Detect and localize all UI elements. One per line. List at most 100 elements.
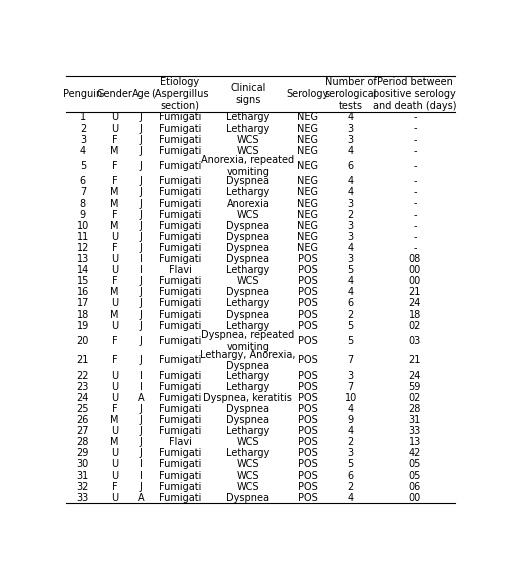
Text: J: J (139, 336, 142, 346)
Text: Serology: Serology (286, 89, 328, 99)
Text: M: M (110, 146, 119, 156)
Text: 31: 31 (77, 470, 89, 481)
Text: Number of
serological
tests: Number of serological tests (324, 77, 376, 111)
Text: J: J (139, 146, 142, 156)
Text: POS: POS (297, 356, 317, 365)
Text: NEG: NEG (296, 232, 318, 242)
Text: Fumigati: Fumigati (159, 232, 200, 242)
Text: POS: POS (297, 404, 317, 414)
Text: J: J (139, 287, 142, 297)
Text: Dyspnea: Dyspnea (226, 176, 269, 186)
Text: POS: POS (297, 470, 317, 481)
Text: F: F (112, 161, 117, 171)
Text: U: U (111, 460, 118, 470)
Text: Lethargy: Lethargy (226, 187, 269, 198)
Text: -: - (412, 135, 416, 145)
Text: 18: 18 (408, 310, 420, 320)
Text: Fumigati: Fumigati (159, 470, 200, 481)
Text: U: U (111, 448, 118, 458)
Text: NEG: NEG (296, 135, 318, 145)
Text: 4: 4 (347, 287, 353, 297)
Text: Dyspnea: Dyspnea (226, 493, 269, 503)
Text: J: J (139, 482, 142, 492)
Text: U: U (111, 124, 118, 133)
Text: -: - (412, 210, 416, 220)
Text: 13: 13 (408, 437, 420, 447)
Text: 3: 3 (347, 221, 353, 231)
Text: Dyspnea: Dyspnea (226, 287, 269, 297)
Text: Period between
positive serology
and death (days): Period between positive serology and dea… (372, 77, 456, 111)
Text: 29: 29 (77, 448, 89, 458)
Text: J: J (139, 124, 142, 133)
Text: -: - (412, 243, 416, 253)
Text: J: J (139, 437, 142, 447)
Text: NEG: NEG (296, 124, 318, 133)
Text: NEG: NEG (296, 187, 318, 198)
Text: 16: 16 (77, 287, 89, 297)
Text: J: J (139, 298, 142, 308)
Text: 33: 33 (77, 493, 89, 503)
Text: 5: 5 (80, 161, 86, 171)
Text: POS: POS (297, 426, 317, 436)
Text: 20: 20 (77, 336, 89, 346)
Text: Lethargy: Lethargy (226, 321, 269, 331)
Text: Flavi: Flavi (168, 437, 191, 447)
Text: 4: 4 (347, 426, 353, 436)
Text: U: U (111, 382, 118, 392)
Text: 3: 3 (347, 124, 353, 133)
Text: Lethargy: Lethargy (226, 371, 269, 381)
Text: 4: 4 (347, 404, 353, 414)
Text: Lethargy: Lethargy (226, 382, 269, 392)
Text: 6: 6 (347, 470, 353, 481)
Text: POS: POS (297, 336, 317, 346)
Text: J: J (139, 448, 142, 458)
Text: POS: POS (297, 371, 317, 381)
Text: M: M (110, 287, 119, 297)
Text: Fumigati: Fumigati (159, 321, 200, 331)
Text: 28: 28 (408, 404, 420, 414)
Text: 15: 15 (77, 276, 89, 286)
Text: 3: 3 (347, 198, 353, 208)
Text: J: J (139, 404, 142, 414)
Text: -: - (412, 124, 416, 133)
Text: Lethargy: Lethargy (226, 426, 269, 436)
Text: WCS: WCS (236, 146, 259, 156)
Text: Fumigati: Fumigati (159, 393, 200, 403)
Text: Fumigati: Fumigati (159, 482, 200, 492)
Text: 25: 25 (76, 404, 89, 414)
Text: J: J (139, 187, 142, 198)
Text: J: J (139, 135, 142, 145)
Text: 17: 17 (77, 298, 89, 308)
Text: Etiology
(Aspergillus
section): Etiology (Aspergillus section) (151, 77, 208, 111)
Text: 5: 5 (347, 460, 353, 470)
Text: Lethargy: Lethargy (226, 112, 269, 123)
Text: 5: 5 (347, 336, 353, 346)
Text: POS: POS (297, 298, 317, 308)
Text: POS: POS (297, 493, 317, 503)
Text: 5: 5 (347, 321, 353, 331)
Text: 2: 2 (347, 437, 353, 447)
Text: U: U (111, 321, 118, 331)
Text: 10: 10 (77, 221, 89, 231)
Text: 2: 2 (347, 210, 353, 220)
Text: U: U (111, 112, 118, 123)
Text: Dyspnea: Dyspnea (226, 415, 269, 425)
Text: U: U (111, 470, 118, 481)
Text: M: M (110, 221, 119, 231)
Text: 11: 11 (77, 232, 89, 242)
Text: U: U (111, 371, 118, 381)
Text: 10: 10 (344, 393, 356, 403)
Text: WCS: WCS (236, 210, 259, 220)
Text: Fumigati: Fumigati (159, 243, 200, 253)
Text: U: U (111, 232, 118, 242)
Text: Gender: Gender (96, 89, 132, 99)
Text: I: I (139, 254, 142, 264)
Text: Fumigati: Fumigati (159, 493, 200, 503)
Text: 6: 6 (80, 176, 86, 186)
Text: U: U (111, 265, 118, 275)
Text: 02: 02 (408, 393, 420, 403)
Text: J: J (139, 221, 142, 231)
Text: J: J (139, 176, 142, 186)
Text: -: - (412, 161, 416, 171)
Text: 23: 23 (77, 382, 89, 392)
